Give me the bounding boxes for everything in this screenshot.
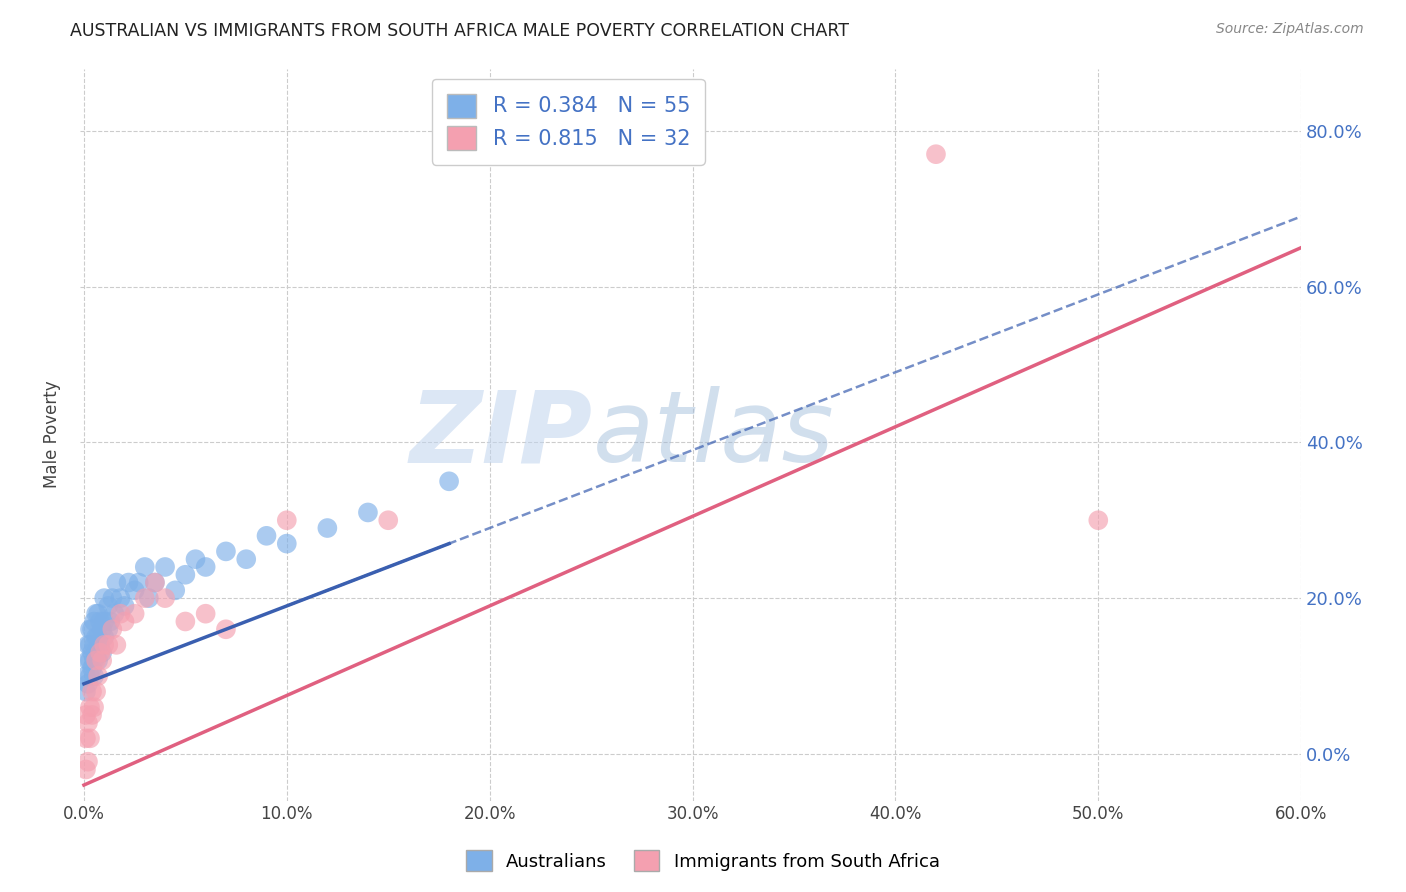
Point [75, 684, 97, 698]
Point [114, 599, 136, 613]
Point [143, 575, 166, 590]
Point [84, 653, 107, 667]
Point [93, 630, 115, 644]
Point [276, 513, 298, 527]
Point [84, 607, 107, 621]
Point [80, 646, 103, 660]
Point [357, 505, 380, 519]
Text: AUSTRALIAN VS IMMIGRANTS FROM SOUTH AFRICA MALE POVERTY CORRELATION CHART: AUSTRALIAN VS IMMIGRANTS FROM SOUTH AFRI… [70, 22, 849, 40]
Y-axis label: Male Poverty: Male Poverty [44, 381, 60, 489]
Point [110, 607, 132, 621]
Legend: Australians, Immigrants from South Africa: Australians, Immigrants from South Afric… [460, 843, 946, 879]
Point [316, 521, 339, 535]
Point [174, 615, 197, 629]
Point [87, 630, 110, 644]
Point [84, 630, 107, 644]
Point [128, 575, 150, 590]
Point [105, 575, 128, 590]
Point [83, 653, 105, 667]
Text: ZIP: ZIP [409, 386, 593, 483]
Point [184, 552, 207, 566]
Text: Source: ZipAtlas.com: Source: ZipAtlas.com [1216, 22, 1364, 37]
Point [79, 731, 101, 746]
Point [153, 560, 176, 574]
Point [84, 646, 107, 660]
Point [117, 575, 139, 590]
Point [80, 684, 103, 698]
Point [114, 615, 136, 629]
Point [215, 622, 238, 636]
Point [93, 615, 115, 629]
Point [75, 708, 97, 723]
Point [83, 669, 105, 683]
Point [174, 567, 197, 582]
Point [77, 715, 100, 730]
Point [194, 607, 217, 621]
Point [215, 544, 238, 558]
Point [91, 646, 114, 660]
Point [377, 513, 399, 527]
Point [80, 622, 103, 636]
Point [87, 607, 110, 621]
Point [79, 653, 101, 667]
Point [75, 763, 97, 777]
Point [77, 653, 100, 667]
Point [80, 708, 103, 723]
Point [97, 622, 120, 636]
Point [77, 677, 100, 691]
Point [83, 615, 105, 629]
Point [925, 147, 948, 161]
Point [101, 591, 124, 606]
Point [194, 560, 217, 574]
Text: atlas: atlas [593, 386, 834, 483]
Point [77, 755, 100, 769]
Point [79, 638, 101, 652]
Point [1087, 513, 1109, 527]
Point [105, 638, 128, 652]
Point [134, 560, 156, 574]
Point [75, 669, 97, 683]
Point [79, 700, 101, 714]
Point [437, 475, 460, 489]
Point [93, 591, 115, 606]
Point [77, 638, 100, 652]
Point [103, 607, 125, 621]
Point [97, 638, 120, 652]
Point [80, 661, 103, 675]
Point [89, 638, 111, 652]
Point [134, 591, 156, 606]
Point [79, 669, 101, 683]
Point [93, 638, 115, 652]
Legend: R = 0.384   N = 55, R = 0.815   N = 32: R = 0.384 N = 55, R = 0.815 N = 32 [432, 78, 704, 164]
Point [124, 607, 146, 621]
Point [91, 622, 114, 636]
Point [110, 591, 132, 606]
Point [165, 583, 187, 598]
Point [75, 731, 97, 746]
Point [79, 622, 101, 636]
Point [89, 646, 111, 660]
Point [138, 591, 160, 606]
Point [101, 622, 124, 636]
Point [89, 615, 111, 629]
Point [91, 653, 114, 667]
Point [256, 529, 278, 543]
Point [98, 615, 121, 629]
Point [153, 591, 176, 606]
Point [276, 536, 298, 550]
Point [87, 653, 110, 667]
Point [124, 583, 146, 598]
Point [97, 599, 120, 613]
Point [143, 575, 166, 590]
Point [83, 700, 105, 714]
Point [87, 669, 110, 683]
Point [235, 552, 257, 566]
Point [84, 684, 107, 698]
Point [83, 638, 105, 652]
